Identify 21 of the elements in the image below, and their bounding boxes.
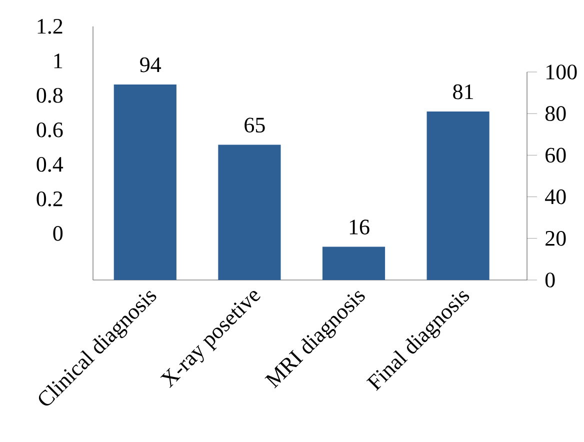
y-tick-label: 0.8 (36, 88, 63, 103)
bar (114, 84, 176, 280)
y-tick-label: 1 (54, 54, 62, 68)
y2-tick-label: 20 (546, 230, 566, 246)
y2-tick-label: 0 (545, 272, 555, 288)
bar (322, 246, 386, 280)
bar (218, 144, 281, 280)
data-label: 65 (244, 118, 265, 133)
y2-tick-label: 40 (545, 189, 566, 204)
bar (426, 112, 490, 280)
y2-tick-label: 60 (546, 148, 566, 163)
y2-tick-label: 100 (546, 64, 577, 80)
y-tick-label: 0 (53, 226, 63, 241)
data-label: 94 (140, 57, 162, 72)
y-tick-label: 0.2 (36, 191, 62, 206)
y2-tick-label: 80 (545, 106, 566, 122)
y-tick-label: 1.2 (38, 18, 62, 34)
y-tick-label: 0.6 (36, 122, 63, 138)
data-label: 16 (350, 220, 370, 234)
data-label: 81 (453, 84, 473, 100)
y-tick-label: 0.4 (36, 156, 64, 172)
